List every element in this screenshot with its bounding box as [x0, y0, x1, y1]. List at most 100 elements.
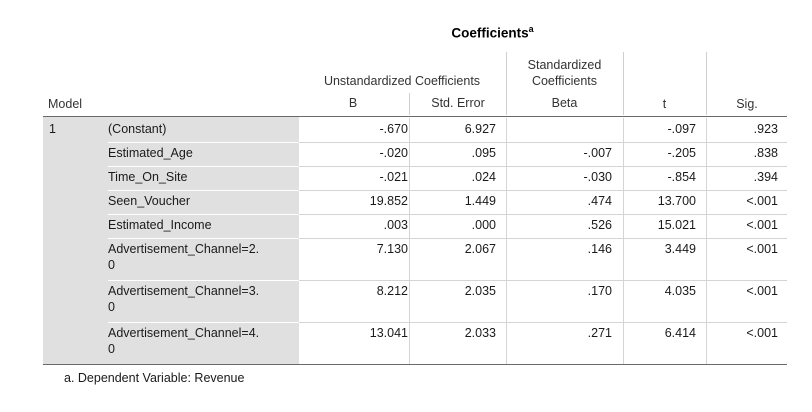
row-label: Advertisement_Channel=2. 0	[108, 241, 296, 273]
cell-t: 6.414	[664, 326, 696, 340]
header-beta: Beta	[551, 96, 578, 110]
row-divider	[707, 238, 787, 239]
row-divider	[707, 166, 787, 167]
column-divider	[706, 238, 707, 280]
row-divider	[507, 214, 623, 215]
row-divider	[299, 142, 409, 143]
header-std-error: Std. Error	[431, 96, 485, 110]
cell-t: -.205	[667, 146, 697, 160]
cell-std-error: .095	[471, 146, 496, 160]
row-divider	[707, 214, 787, 215]
header-bottom-rule	[43, 116, 787, 117]
row-divider	[410, 322, 506, 323]
cell-sig: .923	[753, 122, 778, 136]
row-divider	[108, 280, 299, 281]
cell-sig: <.001	[746, 218, 778, 232]
divider	[623, 52, 624, 115]
row-label: Advertisement_Channel=4. 0	[108, 325, 296, 357]
cell-b: 8.212	[376, 284, 408, 298]
row-divider	[507, 142, 623, 143]
row-divider	[707, 322, 787, 323]
divider	[506, 52, 507, 115]
title-footnote-marker: a	[528, 24, 534, 34]
row-divider	[299, 322, 409, 323]
divider	[706, 52, 707, 115]
cell-std-error: 2.035	[464, 284, 496, 298]
row-divider	[299, 280, 409, 281]
header-t: t	[662, 97, 667, 111]
cell-std-error: 2.033	[464, 326, 496, 340]
column-divider	[706, 214, 707, 238]
row-divider	[624, 322, 706, 323]
cell-beta: .526	[587, 218, 612, 232]
model-number: 1	[49, 122, 56, 136]
row-divider	[707, 190, 787, 191]
cell-b: -.670	[379, 122, 409, 136]
column-divider	[506, 280, 507, 322]
cell-sig: <.001	[746, 326, 778, 340]
row-divider	[507, 322, 623, 323]
cell-t: -.097	[667, 122, 697, 136]
cell-t: 4.035	[664, 284, 696, 298]
column-divider	[623, 166, 624, 190]
column-divider	[506, 142, 507, 166]
column-divider	[506, 214, 507, 238]
row-label-line1: Seen_Voucher	[108, 194, 191, 208]
table-title-text: Coefficients	[451, 25, 529, 41]
column-divider	[409, 322, 410, 364]
row-divider	[410, 214, 506, 215]
column-divider	[623, 322, 624, 364]
row-divider	[108, 238, 299, 239]
row-label-line1: Advertisement_Channel=2.	[108, 242, 260, 256]
row-divider	[624, 190, 706, 191]
column-divider	[506, 190, 507, 214]
row-label-line1: Estimated_Income	[108, 218, 212, 232]
row-divider	[707, 280, 787, 281]
row-label-line2: 0	[108, 342, 115, 356]
table-title: Coefficientsa	[0, 24, 812, 41]
row-label: Time_On_Site	[108, 169, 296, 185]
footnote: a. Dependent Variable: Revenue	[64, 371, 245, 385]
row-label: Seen_Voucher	[108, 193, 296, 209]
row-divider	[299, 238, 409, 239]
header-standardized-line2: Coefficients	[531, 74, 598, 88]
column-divider	[409, 118, 410, 142]
cell-sig: <.001	[746, 284, 778, 298]
row-divider	[108, 214, 299, 215]
cell-beta: .146	[587, 242, 612, 256]
column-divider	[623, 238, 624, 280]
column-divider	[706, 118, 707, 142]
row-label-line2: 0	[108, 258, 115, 272]
row-label-line1: Advertisement_Channel=4.	[108, 326, 260, 340]
row-label-line1: Time_On_Site	[108, 170, 188, 184]
row-divider	[624, 166, 706, 167]
row-label-line1: Advertisement_Channel=3.	[108, 284, 260, 298]
column-divider	[623, 190, 624, 214]
cell-std-error: .000	[471, 218, 496, 232]
cell-b: 7.130	[376, 242, 408, 256]
row-divider	[299, 190, 409, 191]
row-divider	[624, 214, 706, 215]
cell-sig: <.001	[746, 242, 778, 256]
row-label-line1: (Constant)	[108, 122, 167, 136]
cell-b: 13.041	[369, 326, 408, 340]
cell-t: 15.021	[657, 218, 696, 232]
cell-b: -.021	[379, 170, 409, 184]
column-divider	[506, 238, 507, 280]
column-divider	[706, 280, 707, 322]
row-divider	[507, 190, 623, 191]
row-divider	[410, 238, 506, 239]
cell-sig: .394	[753, 170, 778, 184]
column-divider	[506, 166, 507, 190]
cell-b: -.020	[379, 146, 409, 160]
row-divider	[299, 214, 409, 215]
cell-t: 13.700	[657, 194, 696, 208]
row-label-line1: Estimated_Age	[108, 146, 193, 160]
cell-beta: .474	[587, 194, 612, 208]
divider	[409, 93, 410, 115]
column-divider	[409, 142, 410, 166]
column-divider	[706, 142, 707, 166]
row-divider	[507, 238, 623, 239]
cell-sig: <.001	[746, 194, 778, 208]
column-divider	[506, 322, 507, 364]
